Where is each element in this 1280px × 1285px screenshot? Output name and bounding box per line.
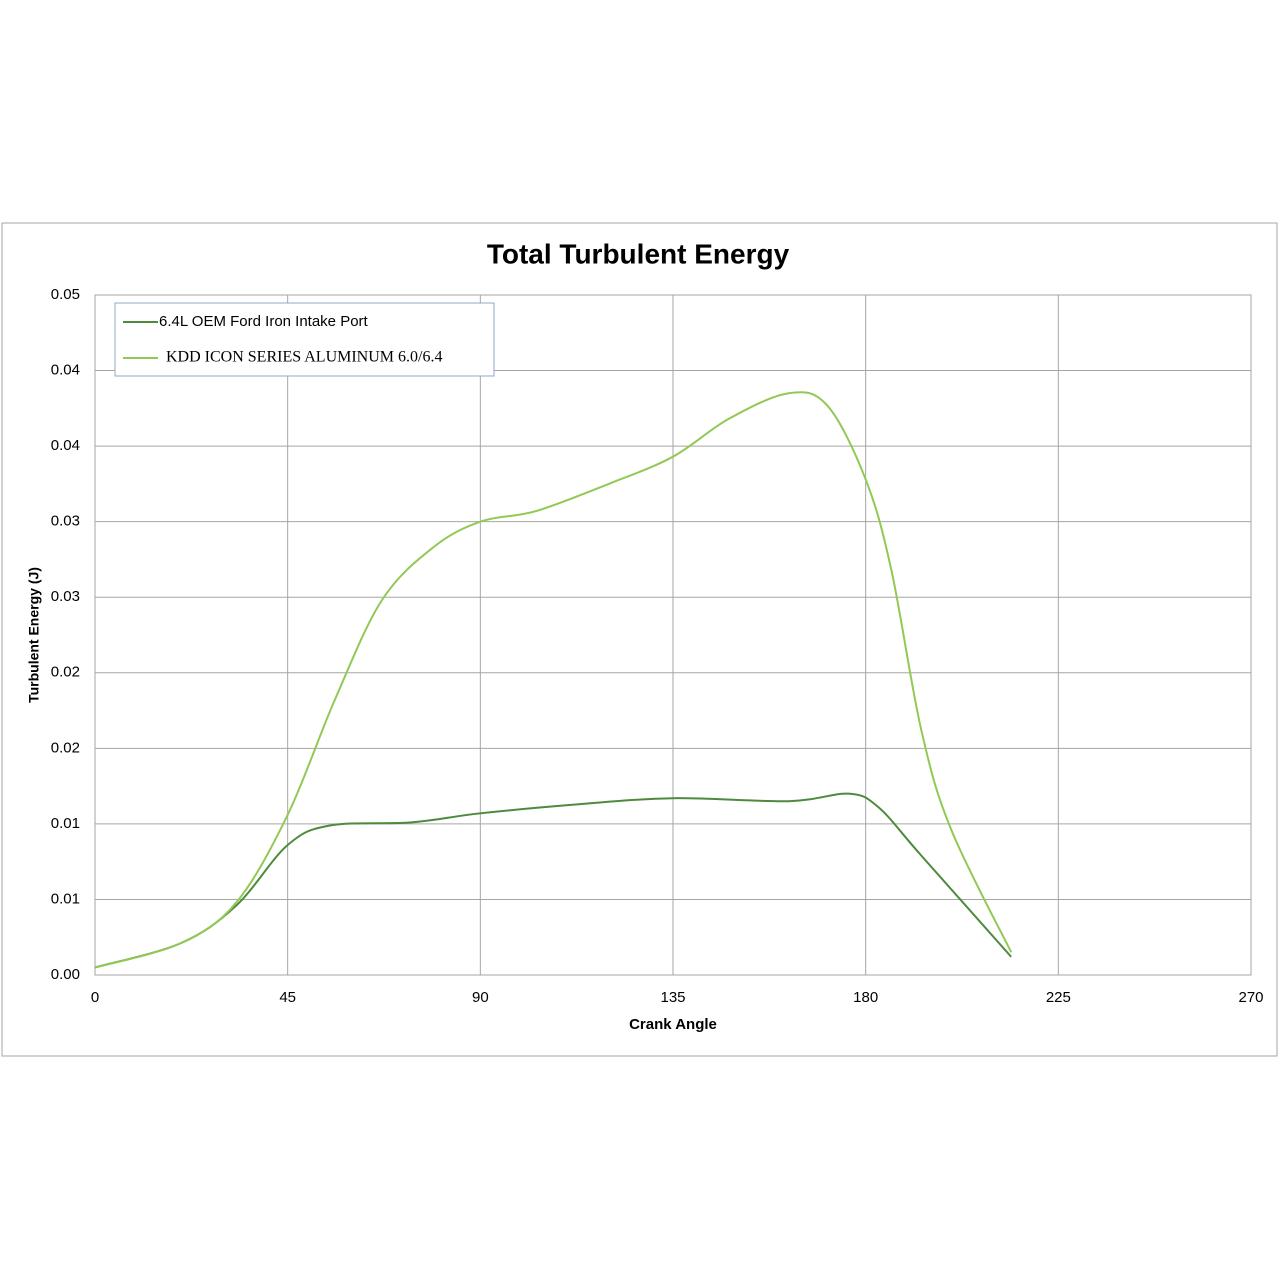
x-tick-label: 225 <box>1046 989 1071 1006</box>
y-axis-title: Turbulent Energy (J) <box>26 567 42 703</box>
line-series <box>94 391 1013 969</box>
x-tick-label: 0 <box>91 989 99 1006</box>
y-tick-label: 0.03 <box>51 588 80 605</box>
chart-title: Total Turbulent Energy <box>487 238 790 269</box>
y-tick-label: 0.01 <box>51 815 80 832</box>
y-tick-label: 0.04 <box>51 437 80 454</box>
y-tick-label: 0.02 <box>51 739 80 756</box>
legend-box <box>114 302 495 377</box>
legend-label: KDD ICON SERIES ALUMINUM 6.0/6.4 <box>166 349 442 366</box>
legend-label: 6.4L OEM Ford Iron Intake Port <box>159 313 369 330</box>
x-tick-label: 45 <box>279 989 296 1006</box>
legend: 6.4L OEM Ford Iron Intake Port KDD ICON S… <box>114 302 495 377</box>
y-tick-label: 0.01 <box>51 890 80 907</box>
y-tick-label: 0.03 <box>51 513 80 530</box>
x-tick-label: 270 <box>1238 989 1263 1006</box>
y-tick-label: 0.02 <box>51 664 80 681</box>
x-tick-label: 135 <box>660 989 685 1006</box>
x-axis-title: Crank Angle <box>629 1016 717 1033</box>
x-tick-label: 90 <box>472 989 489 1006</box>
y-tick-label: 0.00 <box>51 966 80 983</box>
line-series <box>94 792 1012 969</box>
y-tick-label: 0.05 <box>51 286 80 303</box>
plot-border <box>94 294 1252 976</box>
y-tick-label: 0.04 <box>51 362 80 379</box>
x-tick-label: 180 <box>853 989 878 1006</box>
